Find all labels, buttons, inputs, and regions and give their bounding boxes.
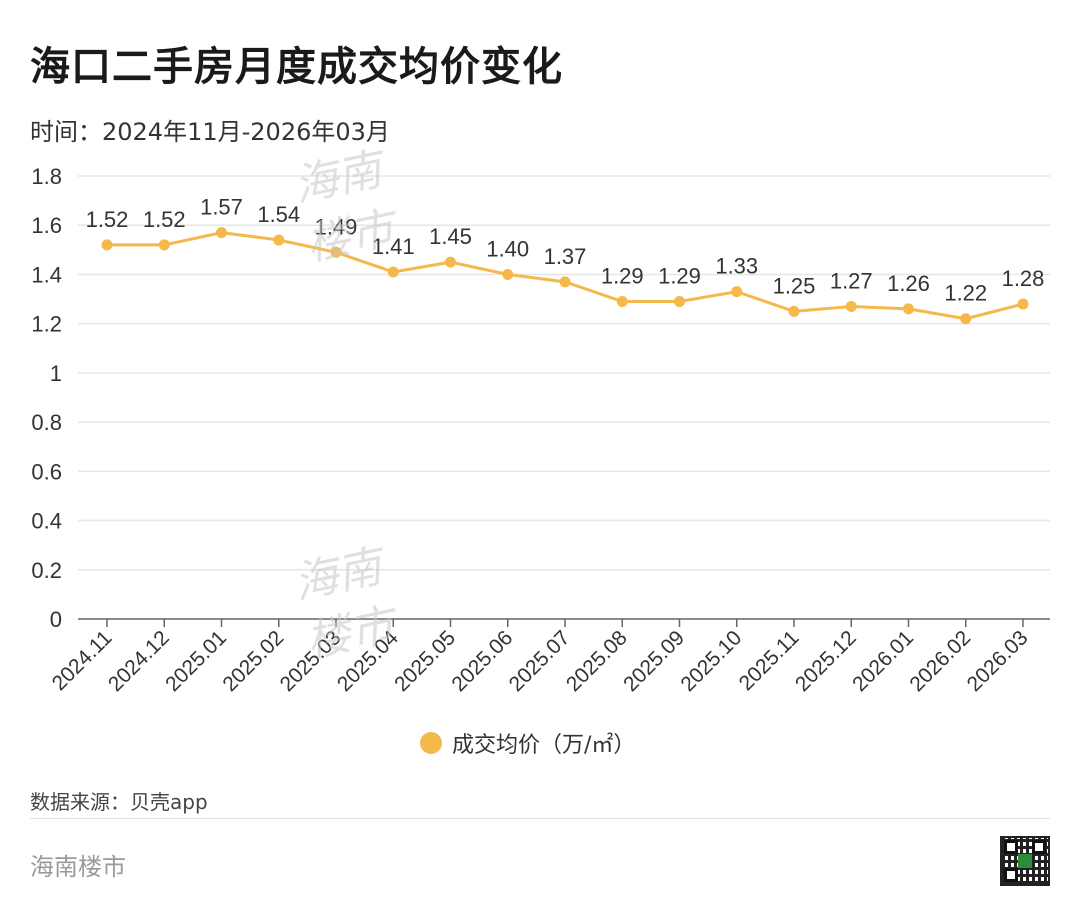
- data-point: [731, 286, 743, 298]
- y-tick-label: 1.4: [31, 262, 62, 287]
- x-tick-label: 2025.06: [447, 626, 517, 696]
- x-tick-label: 2024.12: [104, 626, 174, 696]
- x-tick-label: 2026.02: [905, 626, 975, 696]
- x-tick-label: 2025.04: [333, 626, 403, 696]
- legend-label: 成交均价（万/㎡）: [452, 733, 636, 758]
- data-label: 1.27: [830, 268, 873, 293]
- data-point: [330, 246, 342, 258]
- x-tick-label: 2025.05: [390, 626, 460, 696]
- chart-title: 海口二手房月度成交均价变化: [30, 44, 563, 90]
- chart-subtitle: 时间：2024年11月-2026年03月: [30, 118, 390, 146]
- data-point: [158, 239, 170, 251]
- y-tick-label: 0.2: [31, 558, 62, 583]
- y-tick-label: 0: [50, 607, 62, 632]
- legend-marker: [420, 732, 442, 754]
- data-label: 1.49: [315, 214, 358, 239]
- x-tick-label: 2025.02: [218, 626, 288, 696]
- data-point: [616, 296, 628, 308]
- data-source-note: 数据来源：贝壳app: [30, 790, 208, 814]
- data-label: 1.41: [372, 234, 415, 259]
- y-tick-label: 1.6: [31, 213, 62, 238]
- x-tick-label: 2025.12: [791, 626, 861, 696]
- y-tick-label: 0.6: [31, 459, 62, 484]
- data-label: 1.54: [257, 202, 300, 227]
- data-label: 1.52: [86, 207, 129, 232]
- data-label: 1.28: [1002, 266, 1045, 291]
- x-tick-label: 2025.03: [276, 626, 346, 696]
- x-tick-label: 2025.10: [676, 626, 746, 696]
- x-tick-label: 2025.08: [562, 626, 632, 696]
- data-point: [960, 313, 972, 325]
- x-tick-label: 2025.09: [619, 626, 689, 696]
- data-label: 1.22: [944, 281, 987, 306]
- data-point: [445, 256, 456, 268]
- data-label: 1.45: [429, 224, 472, 249]
- data-point: [788, 305, 800, 317]
- x-tick-label: 2026.03: [963, 626, 1033, 696]
- x-tick-label: 2026.01: [848, 626, 918, 696]
- data-point: [559, 276, 571, 288]
- data-point: [502, 268, 514, 280]
- data-label: 1.33: [715, 254, 758, 279]
- chart-legend: 成交均价（万/㎡）: [420, 727, 635, 759]
- data-label: 1.37: [544, 244, 587, 269]
- data-label: 1.26: [887, 271, 930, 296]
- data-label: 1.29: [601, 264, 644, 289]
- data-point: [1017, 298, 1029, 310]
- data-point: [845, 300, 857, 312]
- y-tick-label: 1.8: [31, 164, 62, 189]
- data-point: [273, 234, 285, 246]
- y-tick-label: 0.8: [31, 410, 62, 435]
- x-tick-label: 2025.01: [161, 626, 231, 696]
- data-point: [101, 239, 113, 251]
- data-point: [674, 296, 685, 308]
- x-tick-label: 2025.11: [735, 626, 804, 695]
- brand-name: 海南楼市: [30, 853, 126, 881]
- footer-divider: [30, 818, 1050, 819]
- data-point: [903, 303, 914, 315]
- qr-code-icon[interactable]: [1000, 836, 1050, 886]
- data-label: 1.29: [658, 264, 701, 289]
- data-label: 1.40: [486, 236, 529, 261]
- data-label: 1.57: [200, 195, 243, 220]
- line-chart: 0 0.2 0.4 0.6 0.8 1 1.2 1.4 1.6 1.8 2024.112024.12…: [31, 164, 1050, 696]
- data-label: 1.52: [143, 207, 186, 232]
- data-point: [387, 266, 399, 278]
- x-tick-label: 2024.11: [48, 626, 117, 695]
- y-tick-label: 0.4: [31, 509, 62, 534]
- x-tick-label: 2025.07: [505, 626, 575, 696]
- data-label: 1.25: [773, 273, 816, 298]
- data-point: [216, 227, 227, 239]
- y-tick-label: 1.2: [31, 312, 62, 337]
- y-tick-label: 1: [50, 361, 62, 386]
